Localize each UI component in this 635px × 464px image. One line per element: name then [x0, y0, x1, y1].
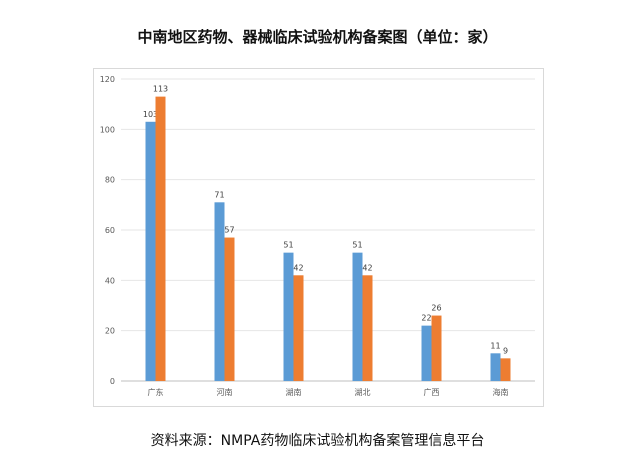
data-label: 42: [362, 263, 372, 272]
bar-series-1: [214, 202, 225, 381]
data-label: 113: [153, 85, 168, 94]
data-label: 26: [431, 304, 441, 313]
bar-series-2: [431, 315, 442, 381]
data-label: 9: [503, 346, 508, 355]
x-tick-label: 湖南: [286, 387, 302, 397]
data-label: 103: [143, 110, 158, 119]
x-tick-label: 广东: [148, 387, 164, 397]
bar-series-1: [421, 325, 432, 381]
bar-series-2: [224, 237, 235, 381]
x-tick-label: 海南: [493, 387, 509, 397]
y-tick-label: 60: [105, 226, 115, 235]
data-label: 42: [293, 263, 303, 272]
data-label: 51: [283, 241, 293, 250]
bar-series-2: [155, 96, 166, 381]
bar-series-1: [283, 252, 294, 381]
data-label: 22: [421, 314, 431, 323]
y-tick-label: 20: [105, 327, 115, 336]
x-tick-label: 湖北: [355, 388, 371, 397]
source-note: 资料来源：NMPA药物临床试验机构备案管理信息平台: [150, 433, 485, 449]
data-label: 51: [352, 241, 362, 250]
y-tick-label: 80: [105, 176, 115, 185]
y-tick-label: 100: [100, 125, 115, 134]
y-tick-label: 120: [100, 75, 115, 84]
data-label: 57: [224, 226, 234, 235]
bar-series-1: [145, 121, 156, 382]
bar-series-1: [352, 252, 363, 381]
chart-title: 中南地区药物、器械临床试验机构备案图（单位：家）: [137, 28, 498, 46]
bar-series-1: [490, 353, 501, 381]
chart-frame: [93, 68, 544, 407]
y-tick-label: 40: [105, 276, 115, 285]
bar-series-2: [293, 275, 304, 381]
data-label: 11: [490, 341, 500, 350]
y-tick-label: 0: [110, 377, 115, 386]
x-tick-label: 河南: [217, 387, 233, 397]
bar-series-2: [500, 358, 511, 381]
x-tick-label: 广西: [424, 387, 440, 397]
bar-series-2: [362, 275, 373, 381]
data-label: 71: [214, 190, 224, 199]
